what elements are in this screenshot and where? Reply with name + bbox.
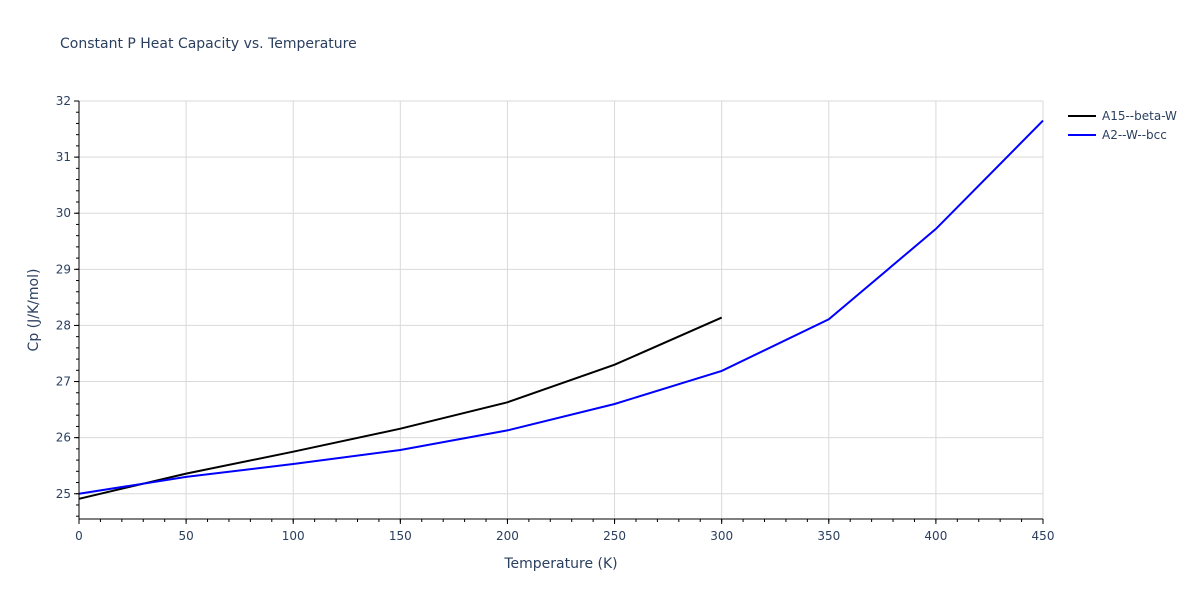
y-tick-label: 30: [56, 206, 71, 220]
legend-item-a15-beta-w[interactable]: A15--beta-W: [1068, 106, 1177, 125]
legend-label: A15--beta-W: [1102, 108, 1177, 123]
legend-item-a2-w-bcc[interactable]: A2--W--bcc: [1068, 125, 1177, 144]
x-axis-title: Temperature (K): [503, 556, 617, 572]
y-tick-label: 25: [56, 487, 71, 501]
legend-swatch-icon: [1068, 114, 1096, 117]
data-series: [78, 119, 1044, 500]
y-tick-label: 31: [56, 150, 71, 164]
x-tick-label: 0: [75, 529, 83, 543]
x-tick-label: 100: [282, 529, 305, 543]
axes: 0 50 100 150 200 250 300 350 400 450 25 26 27 28 29 30 3…: [56, 94, 1055, 543]
x-tick-label: 350: [817, 529, 840, 543]
x-tick-label: 400: [924, 529, 947, 543]
x-tick-label: 150: [389, 529, 412, 543]
x-tick-label: 450: [1032, 529, 1055, 543]
y-tick-label: 29: [56, 262, 71, 276]
legend-label: A2--W--bcc: [1102, 127, 1167, 142]
gridlines: [79, 100, 1044, 519]
y-tick-label: 26: [56, 431, 71, 445]
y-tick-label: 32: [56, 94, 71, 108]
x-tick-label: 300: [710, 529, 733, 543]
y-axis-title: Cp (J/K/mol): [26, 269, 42, 352]
series-line-1[interactable]: [78, 119, 1044, 495]
legend: A15--beta-W A2--W--bcc: [1068, 106, 1177, 144]
chart-title: Constant P Heat Capacity vs. Temperature: [60, 36, 357, 52]
y-tick-label: 27: [56, 375, 71, 389]
legend-swatch-icon: [1068, 133, 1096, 136]
x-tick-label: 50: [178, 529, 193, 543]
series-line-0[interactable]: [78, 316, 723, 500]
x-tick-label: 200: [496, 529, 519, 543]
y-tick-label: 28: [56, 318, 71, 332]
x-tick-label: 250: [603, 529, 626, 543]
